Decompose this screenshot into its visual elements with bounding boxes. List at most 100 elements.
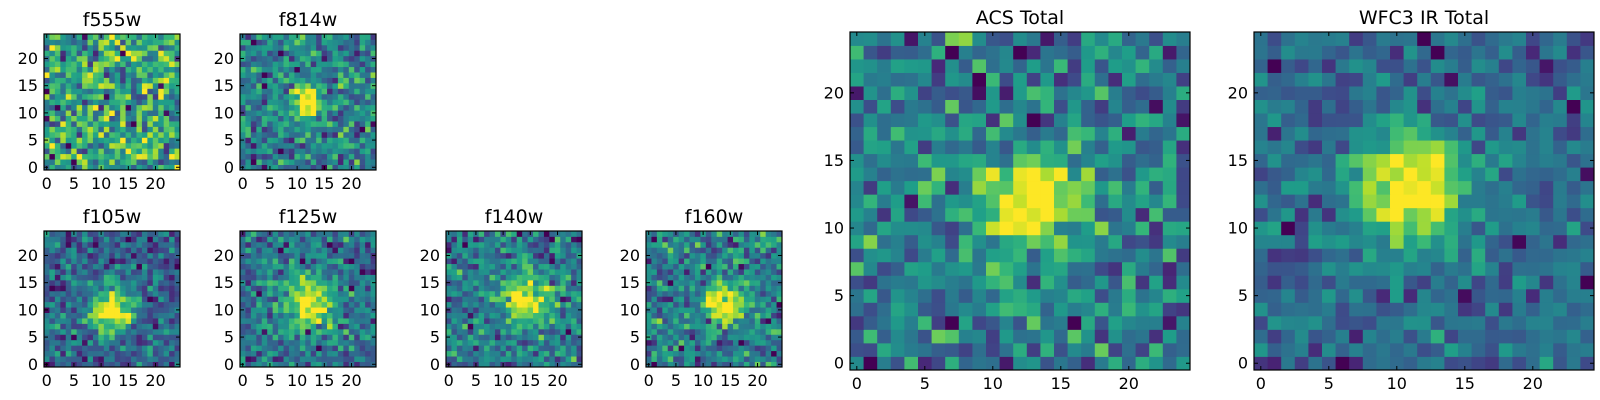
heatmap-cell	[667, 345, 674, 352]
heatmap-cell	[1122, 329, 1136, 344]
heatmap-cell	[54, 34, 61, 40]
heatmap-cell	[299, 290, 306, 297]
heatmap-cell	[1122, 59, 1136, 73]
heatmap-cell	[511, 345, 518, 352]
heatmap-cell	[1430, 207, 1445, 222]
heatmap-cell	[958, 99, 973, 114]
heatmap-cell	[44, 241, 50, 248]
heatmap-cell	[516, 328, 523, 335]
heatmap-cell	[60, 159, 67, 165]
heatmap-cell	[147, 231, 154, 237]
heatmap-cell	[516, 339, 523, 346]
heatmap-cell	[1013, 194, 1028, 209]
heatmap-cell	[147, 115, 154, 122]
heatmap-cell	[776, 258, 783, 265]
heatmap-cell	[1526, 180, 1540, 195]
heatmap-cell	[71, 334, 78, 341]
heatmap-cell	[646, 350, 652, 357]
heatmap-cell	[316, 258, 322, 265]
heatmap-cell	[743, 323, 750, 330]
heatmap-cell	[310, 252, 317, 259]
heatmap-cell	[850, 315, 864, 330]
heatmap-cell	[554, 345, 561, 352]
heatmap-cell	[370, 274, 377, 281]
x-tick-label: 15	[720, 371, 740, 390]
heatmap-cell	[283, 44, 290, 51]
heatmap-cell	[305, 66, 312, 73]
heatmap-cell	[250, 361, 257, 368]
heatmap-cell	[71, 356, 78, 362]
heatmap-cell	[1135, 140, 1150, 155]
heatmap-cell	[446, 350, 452, 357]
heatmap-cell	[1458, 302, 1472, 317]
y-tick-label: 10	[18, 103, 38, 122]
heatmap-cell	[109, 159, 116, 165]
heatmap-cell	[359, 115, 366, 122]
heatmap-cell	[1013, 113, 1028, 128]
heatmap-cell	[662, 323, 669, 330]
heatmap-cell	[711, 236, 718, 243]
heatmap-cell	[527, 350, 534, 357]
heatmap-cell	[918, 315, 932, 330]
heatmap-cell	[141, 296, 148, 303]
heatmap-cell	[1094, 45, 1109, 60]
heatmap-cell	[533, 258, 539, 265]
heatmap-cell	[727, 252, 734, 259]
heatmap-cell	[305, 34, 312, 40]
heatmap-cell	[98, 93, 105, 100]
heatmap-cell	[1081, 221, 1096, 236]
heatmap-cell	[565, 285, 572, 292]
heatmap-cell	[511, 312, 518, 319]
heatmap-cell	[999, 194, 1014, 209]
heatmap-cell	[500, 345, 507, 352]
heatmap-cell	[354, 334, 361, 341]
heatmap-cell	[261, 131, 268, 138]
heatmap-cell	[931, 32, 946, 46]
heatmap-cell	[250, 137, 257, 144]
heatmap-cell	[272, 121, 279, 127]
heatmap-cell	[71, 301, 78, 308]
heatmap-cell	[565, 258, 572, 265]
heatmap-cell	[716, 231, 723, 237]
heatmap-cell	[136, 241, 143, 248]
heatmap-cell	[120, 159, 126, 165]
heatmap-cell	[310, 269, 317, 275]
heatmap-cell	[147, 110, 154, 116]
heatmap-cell	[131, 77, 137, 84]
heatmap-cell	[462, 274, 469, 281]
heatmap-cell	[278, 61, 284, 68]
heatmap-cell	[321, 318, 328, 324]
heatmap-cell	[554, 236, 561, 243]
heatmap-cell	[272, 61, 279, 68]
heatmap-cell	[918, 288, 932, 303]
heatmap-cell	[348, 334, 355, 341]
heatmap-cell	[522, 252, 528, 259]
heatmap-cell	[500, 318, 507, 324]
heatmap-cell	[716, 339, 723, 346]
heatmap-cell	[278, 77, 284, 84]
heatmap-cell	[103, 82, 110, 89]
heatmap-cell	[299, 39, 306, 46]
heatmap-cell	[446, 356, 452, 362]
heatmap-cell	[684, 345, 690, 352]
heatmap-cell	[321, 339, 328, 346]
heatmap-cell	[522, 318, 528, 324]
heatmap-cell	[60, 82, 67, 89]
heatmap-cell	[267, 323, 274, 330]
heatmap-cell	[1390, 180, 1404, 195]
heatmap-cell	[1403, 221, 1418, 236]
heatmap-cell	[250, 318, 257, 324]
heatmap-cell	[299, 82, 306, 89]
heatmap-cell	[359, 345, 366, 352]
heatmap-cell	[904, 248, 919, 263]
heatmap-cell	[131, 137, 137, 144]
heatmap-cell	[92, 142, 99, 149]
heatmap-cell	[1135, 315, 1150, 330]
heatmap-cell	[456, 339, 463, 346]
heatmap-cell	[141, 88, 148, 95]
heatmap-cell	[370, 323, 377, 330]
heatmap-cell	[169, 247, 175, 254]
heatmap-cell	[54, 88, 61, 95]
heatmap-cell	[321, 77, 328, 84]
heatmap-cell	[500, 236, 507, 243]
